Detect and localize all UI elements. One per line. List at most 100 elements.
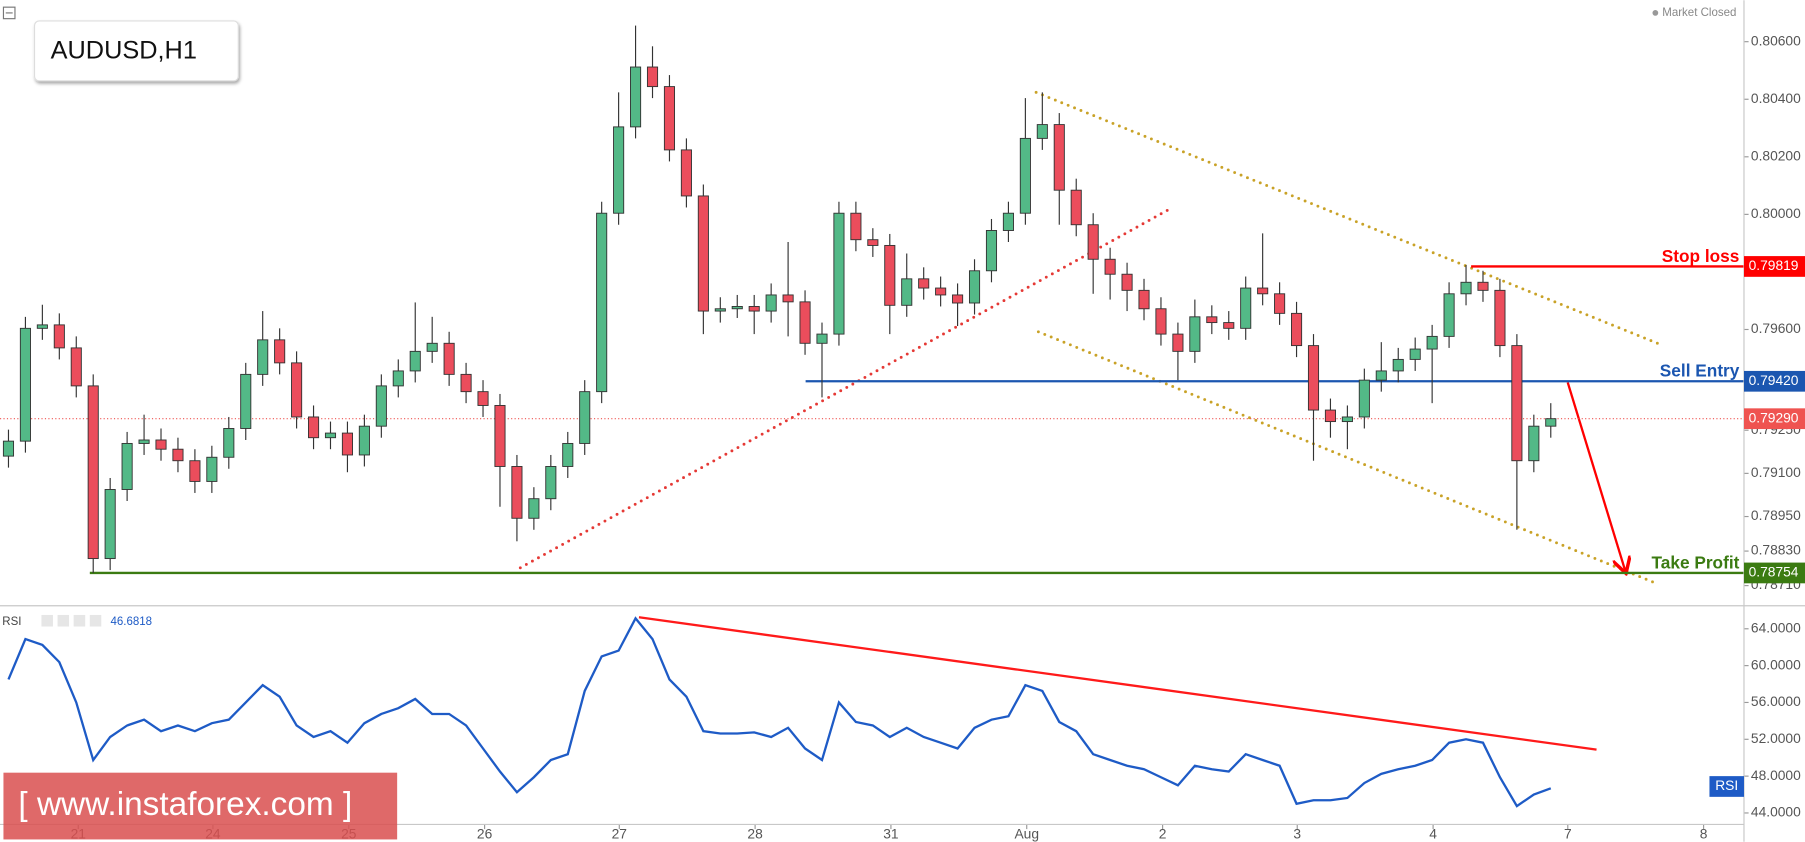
candle-body bbox=[426, 342, 438, 352]
candle-body bbox=[375, 385, 387, 427]
candle-body bbox=[1375, 370, 1387, 381]
candle-body bbox=[1223, 322, 1235, 329]
y-tick-label: 64.0000 bbox=[1751, 619, 1801, 635]
candle-body bbox=[596, 212, 608, 393]
level-label: 0.79420 bbox=[1749, 372, 1799, 388]
candle-body bbox=[918, 278, 930, 289]
level-box bbox=[1743, 562, 1805, 584]
candle-body bbox=[53, 324, 65, 349]
x-tick-label: 28 bbox=[747, 825, 763, 841]
candle-body bbox=[274, 339, 286, 364]
candle-body bbox=[1036, 124, 1048, 139]
candle-body bbox=[240, 373, 252, 429]
rsi-icon[interactable] bbox=[57, 614, 70, 627]
candle-body bbox=[985, 230, 998, 272]
candle-body bbox=[1358, 379, 1370, 418]
drawing bbox=[1034, 90, 1659, 345]
candle-body bbox=[952, 294, 964, 304]
drawing bbox=[1036, 330, 1659, 586]
candle-body bbox=[1477, 281, 1489, 291]
candle-body bbox=[291, 362, 303, 418]
candle-body bbox=[223, 428, 235, 458]
candle-body bbox=[409, 350, 421, 372]
candle-body bbox=[884, 244, 896, 306]
level-label: 0.79290 bbox=[1749, 409, 1799, 425]
candle-body bbox=[562, 442, 574, 467]
drawing bbox=[518, 208, 1170, 570]
candle-body bbox=[1324, 409, 1336, 423]
y-tick-label: 60.0000 bbox=[1751, 656, 1801, 672]
x-tick-label: 3 bbox=[1293, 825, 1301, 841]
candle-body bbox=[511, 466, 523, 519]
y-tick-label: 0.80200 bbox=[1751, 147, 1801, 163]
candle-body bbox=[545, 466, 557, 500]
rsi-icon[interactable] bbox=[41, 614, 53, 627]
candle-body bbox=[731, 306, 743, 310]
rsi-icon[interactable] bbox=[89, 614, 102, 627]
drawing bbox=[638, 616, 1597, 751]
candle-body bbox=[680, 149, 692, 197]
candle-body bbox=[528, 498, 540, 519]
candle-body bbox=[1121, 273, 1133, 291]
status-dot bbox=[1652, 10, 1659, 16]
y-tick-label: 0.78830 bbox=[1751, 542, 1801, 558]
rsi-icon[interactable] bbox=[73, 614, 86, 627]
level-name: Sell Entry bbox=[1660, 361, 1740, 381]
rsi-legend: RSI bbox=[2, 616, 21, 628]
candle-body bbox=[308, 416, 320, 439]
candle-body bbox=[1426, 335, 1438, 350]
candle-body bbox=[1341, 416, 1353, 423]
market-status: Market Closed bbox=[1662, 7, 1736, 19]
candle-body bbox=[1307, 345, 1320, 411]
candle-body bbox=[155, 439, 167, 450]
marks-layer bbox=[2, 25, 1557, 808]
candle-body bbox=[799, 301, 811, 344]
drawing-layer bbox=[0, 90, 1744, 751]
symbol-box bbox=[33, 20, 239, 82]
level-box bbox=[1743, 370, 1805, 392]
candle-body bbox=[477, 391, 489, 406]
candle-body bbox=[172, 448, 184, 462]
candle-body bbox=[460, 373, 472, 393]
candle-body bbox=[630, 66, 642, 128]
candle-body bbox=[1274, 293, 1286, 314]
candle-body bbox=[1409, 348, 1421, 360]
candle-body bbox=[324, 432, 337, 439]
candle-body bbox=[1545, 418, 1557, 427]
x-tick-label: 31 bbox=[883, 825, 898, 841]
candle-body bbox=[1460, 281, 1472, 295]
candle-body bbox=[1002, 212, 1014, 231]
rsi-badge-label: RSI bbox=[1715, 777, 1738, 793]
watermark: [ www.instaforex.com ] bbox=[18, 786, 352, 823]
collapse-icon[interactable] bbox=[2, 6, 16, 20]
y-tick-label: 44.0000 bbox=[1751, 804, 1801, 820]
candle-body bbox=[765, 294, 777, 312]
watermark-box bbox=[3, 772, 398, 840]
candle-body bbox=[1070, 189, 1082, 226]
candle-body bbox=[206, 456, 218, 482]
candle-body bbox=[494, 404, 506, 467]
candle-body bbox=[833, 212, 845, 335]
candle-body bbox=[1053, 124, 1065, 191]
candle-body bbox=[748, 306, 760, 312]
candle-body bbox=[2, 440, 15, 457]
candle-body bbox=[189, 460, 201, 482]
y-tick-label: 0.79100 bbox=[1751, 464, 1801, 480]
rsi-value: 46.6818 bbox=[111, 616, 153, 628]
candle-body bbox=[1019, 137, 1031, 214]
level-label: 0.79819 bbox=[1749, 257, 1799, 273]
candle-body bbox=[1087, 224, 1099, 260]
candle-body bbox=[392, 370, 404, 387]
drawing bbox=[1566, 382, 1626, 571]
candle-body bbox=[714, 308, 726, 312]
candle-body bbox=[36, 324, 48, 329]
candle-body bbox=[867, 239, 879, 246]
candle-body bbox=[901, 278, 913, 306]
symbol-title: AUDUSD,H1 bbox=[51, 37, 197, 65]
x-tick-label: 26 bbox=[477, 825, 493, 841]
y-tick-label: 0.80000 bbox=[1751, 205, 1801, 221]
candle-body bbox=[70, 347, 82, 387]
